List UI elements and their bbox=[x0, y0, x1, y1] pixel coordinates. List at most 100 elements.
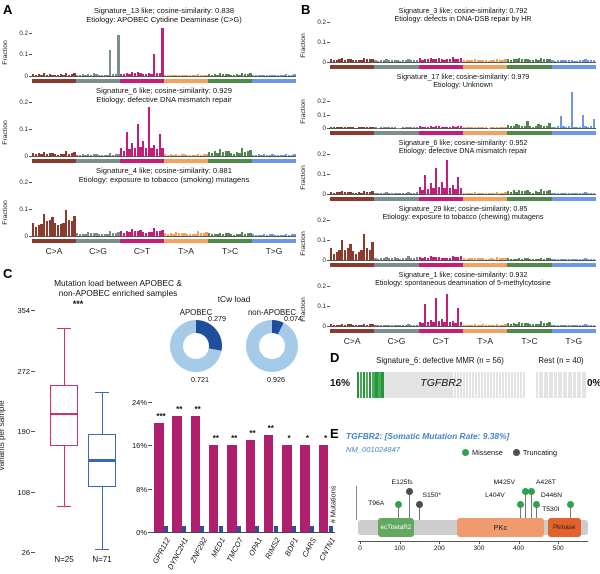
sample-column bbox=[396, 372, 399, 398]
x-tick-label: 100 bbox=[394, 545, 406, 552]
bar bbox=[556, 60, 560, 62]
bar bbox=[462, 258, 466, 260]
bar bbox=[578, 325, 582, 326]
class-color-segment bbox=[32, 158, 76, 163]
mutations-axis-label: # Mutations bbox=[328, 485, 338, 524]
bar bbox=[576, 259, 579, 260]
bar bbox=[443, 60, 446, 62]
bar bbox=[139, 146, 142, 156]
whisker-lower bbox=[101, 487, 103, 550]
tick-mark bbox=[327, 260, 330, 261]
x-tick-label: 0 bbox=[358, 545, 362, 552]
bar bbox=[153, 227, 156, 236]
bar bbox=[34, 226, 37, 236]
bar bbox=[268, 74, 271, 76]
tick-mark bbox=[327, 128, 330, 129]
bar bbox=[246, 73, 249, 76]
bar bbox=[122, 150, 125, 156]
bar bbox=[265, 154, 268, 156]
missense-dot-icon bbox=[462, 449, 469, 456]
bar bbox=[330, 248, 333, 260]
class-color-strip bbox=[32, 158, 296, 163]
bar bbox=[125, 231, 128, 236]
mutation-spectrum-bars bbox=[32, 22, 296, 77]
bar bbox=[435, 126, 438, 128]
bar bbox=[473, 59, 477, 62]
sample-column bbox=[556, 372, 557, 398]
non-apobec-bar-DYNC2H1 bbox=[182, 526, 187, 532]
bar bbox=[235, 233, 238, 236]
bar bbox=[265, 234, 268, 236]
sample-column bbox=[423, 372, 426, 398]
bar bbox=[166, 75, 169, 76]
bar bbox=[153, 54, 156, 76]
bar bbox=[221, 74, 224, 76]
bar bbox=[164, 232, 167, 236]
bar bbox=[512, 323, 515, 326]
bar bbox=[570, 324, 573, 326]
truncating-dot-icon bbox=[512, 449, 520, 456]
bar bbox=[531, 126, 535, 128]
sample-column bbox=[552, 372, 554, 398]
bar bbox=[263, 154, 266, 156]
bar bbox=[429, 57, 432, 62]
mutation-dot-A426T bbox=[528, 487, 536, 495]
bar bbox=[396, 60, 399, 62]
bar bbox=[507, 125, 510, 128]
bar bbox=[271, 234, 274, 236]
bar bbox=[556, 126, 560, 128]
bar bbox=[548, 58, 551, 62]
signature-plot-B1: Signature_3 like; cosine-similarity: 0.7… bbox=[300, 6, 598, 72]
bar bbox=[476, 60, 479, 62]
domain-ecTbetaR2: ecTbetaR2 bbox=[377, 518, 414, 537]
bar bbox=[501, 127, 504, 128]
sample-column bbox=[510, 372, 514, 398]
bar bbox=[365, 192, 369, 194]
bar bbox=[221, 151, 224, 156]
mutation-label-A426T: A426T bbox=[535, 479, 556, 486]
bar bbox=[576, 127, 579, 128]
bar bbox=[65, 72, 68, 76]
bar bbox=[399, 258, 402, 260]
bar bbox=[216, 152, 219, 156]
bar bbox=[109, 231, 112, 236]
bar bbox=[293, 154, 296, 156]
bar bbox=[357, 59, 360, 62]
bar bbox=[432, 126, 435, 128]
bar bbox=[518, 189, 521, 194]
tick-mark bbox=[327, 101, 330, 103]
class-color-segment bbox=[330, 64, 375, 69]
bar bbox=[332, 60, 336, 62]
class-color-segment bbox=[374, 328, 419, 333]
panel-label-a: A bbox=[3, 2, 13, 17]
bar bbox=[418, 322, 421, 326]
bar bbox=[562, 258, 565, 260]
genebar-tick-mark bbox=[148, 532, 152, 533]
bar bbox=[274, 75, 277, 76]
sample-column bbox=[571, 372, 573, 398]
bar bbox=[520, 59, 524, 62]
mutation-label-S150*: S150* bbox=[422, 492, 441, 499]
bar bbox=[559, 116, 562, 128]
bar bbox=[412, 60, 416, 62]
bar bbox=[59, 74, 62, 76]
tick-mark bbox=[29, 209, 32, 210]
bar bbox=[343, 192, 347, 194]
sample-column bbox=[566, 372, 568, 398]
tick-mark bbox=[327, 306, 330, 307]
bar bbox=[341, 324, 344, 326]
bar bbox=[34, 75, 37, 76]
class-color-segment bbox=[551, 262, 596, 267]
bar bbox=[128, 73, 131, 76]
bar bbox=[268, 234, 271, 236]
bar bbox=[194, 233, 197, 236]
bar bbox=[457, 257, 460, 260]
bar bbox=[219, 149, 222, 156]
bar bbox=[493, 325, 496, 326]
bar bbox=[432, 257, 435, 260]
tick-mark bbox=[327, 42, 330, 43]
substitution-class-label: T>C bbox=[521, 336, 538, 346]
class-color-segment bbox=[76, 78, 120, 83]
bar bbox=[54, 153, 57, 156]
bar bbox=[106, 233, 109, 236]
